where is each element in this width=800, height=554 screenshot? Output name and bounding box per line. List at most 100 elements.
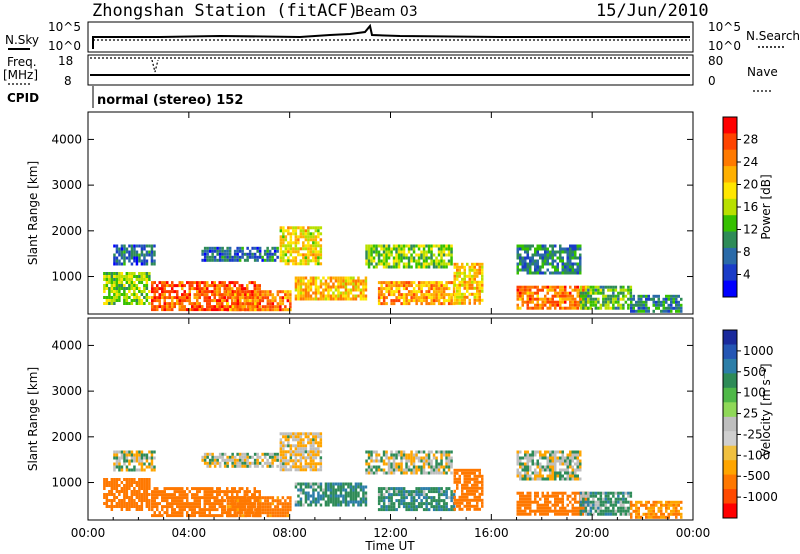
echo-cell [662, 303, 665, 307]
echo-cell [198, 296, 201, 300]
echo-cell [337, 288, 340, 292]
echo-cell [561, 265, 564, 269]
echo-cell [327, 494, 330, 498]
echo-cell [569, 500, 572, 504]
echo-cell [400, 453, 403, 457]
echo-cell [529, 256, 532, 260]
echo-cell [380, 302, 383, 306]
echo-cell [524, 262, 527, 266]
echo-cell [191, 505, 194, 509]
echo-cell [576, 256, 579, 260]
echo-cell [456, 289, 459, 293]
echo-cell [458, 286, 461, 290]
echo-cell [304, 444, 308, 448]
echo-cell [317, 441, 320, 445]
echo-cell [307, 491, 310, 495]
echo-cell [304, 235, 308, 239]
echo-cell [138, 302, 141, 305]
echo-cell [581, 285, 584, 289]
echo-cell [130, 247, 134, 251]
echo-cell [569, 294, 572, 298]
echo-cell [471, 486, 474, 490]
echo-cell [420, 287, 423, 291]
echo-cell [432, 265, 436, 269]
echo-cell [241, 464, 244, 468]
echo-cell [614, 300, 618, 304]
echo-cell [551, 471, 554, 475]
echo-cell [216, 502, 219, 506]
echo-cell [405, 299, 408, 303]
echo-cell [118, 505, 121, 508]
echo-cell [675, 515, 678, 519]
echo-cell [211, 305, 214, 309]
echo-cell [447, 450, 451, 454]
echo-cell [427, 265, 431, 269]
echo-cell [248, 290, 251, 294]
echo-cell [178, 496, 181, 500]
echo-cell [554, 291, 557, 295]
echo-cell [282, 450, 285, 454]
echo-cell [302, 291, 305, 295]
echo-cell [425, 505, 428, 509]
echo-cell [309, 444, 313, 448]
echo-cell [427, 293, 431, 297]
echo-cell [375, 244, 378, 248]
echo-cell [541, 506, 544, 510]
echo-cell [382, 499, 386, 503]
echo-cell [299, 282, 303, 286]
echo-cell [332, 500, 335, 504]
echo-cell [166, 281, 169, 285]
echo-cell [206, 490, 209, 494]
echo-cell [201, 458, 204, 462]
echo-cell [420, 281, 423, 285]
echo-cell [432, 499, 436, 503]
echo-cell [425, 244, 428, 248]
echo-cell [221, 281, 224, 285]
echo-cell [677, 303, 680, 307]
echo-cell [445, 247, 448, 251]
echo-cell [382, 462, 386, 466]
echo-cell [161, 499, 164, 503]
echo-cell [304, 459, 308, 463]
echo-cell [248, 514, 251, 518]
echo-cell [576, 300, 579, 304]
echo-cell [566, 253, 569, 257]
echo-cell [619, 506, 623, 510]
echo-cell [241, 305, 245, 309]
echo-cell [113, 302, 116, 305]
echo-cell [143, 462, 146, 466]
echo-cell [602, 297, 605, 301]
echo-cell [148, 250, 151, 254]
echo-cell [289, 468, 293, 472]
echo-cell [128, 259, 131, 263]
echo-cell [536, 459, 539, 463]
echo-cell [299, 297, 303, 301]
echo-cell [357, 482, 360, 486]
echo-cell [319, 441, 323, 445]
echo-cell [481, 289, 484, 293]
echo-cell [319, 256, 323, 260]
echo-cell [463, 468, 466, 472]
echo-cell [531, 253, 534, 257]
echo-cell [297, 450, 300, 454]
echo-cell [536, 450, 539, 454]
echo-cell [670, 300, 673, 304]
echo-cell [138, 496, 141, 499]
echo-cell [561, 271, 564, 275]
echo-cell [526, 456, 529, 460]
echo-cell [370, 471, 373, 475]
echo-cell [447, 296, 451, 300]
echo-cell [329, 500, 333, 504]
echo-cell [299, 291, 303, 295]
echo-cell [670, 306, 673, 310]
echo-cell [478, 486, 481, 490]
echo-cell [218, 258, 222, 262]
echo-cell [422, 256, 426, 260]
echo-cell [529, 265, 532, 269]
echo-cell [432, 487, 436, 491]
echo-cell [453, 277, 456, 281]
echo-cell [208, 305, 211, 309]
echo-cell [442, 499, 446, 503]
echo-cell [534, 474, 537, 478]
echo-cell [554, 294, 557, 298]
